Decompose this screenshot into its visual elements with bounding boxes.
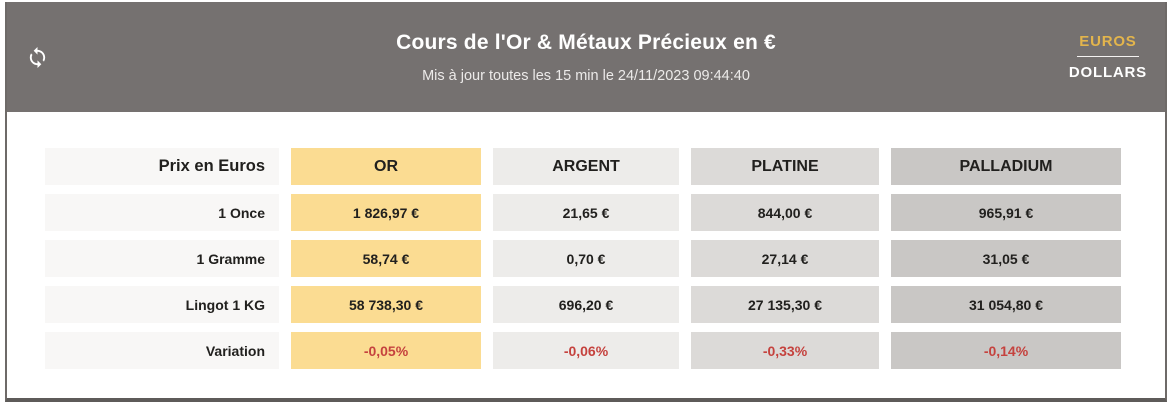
row-label: 1 Once xyxy=(45,194,279,231)
price-palladium-gramme: 31,05 € xyxy=(891,240,1121,277)
variation-argent: -0,06% xyxy=(493,332,679,369)
price-table: Prix en Euros OR ARGENT PLATINE PALLADIU… xyxy=(7,112,1165,369)
row-label: 1 Gramme xyxy=(45,240,279,277)
price-platine-gramme: 27,14 € xyxy=(691,240,879,277)
price-argent-gramme: 0,70 € xyxy=(493,240,679,277)
row-label: Variation xyxy=(45,332,279,369)
refresh-icon xyxy=(26,46,49,69)
column-header-platine: PLATINE xyxy=(691,148,879,185)
price-or-lingot: 58 738,30 € xyxy=(291,286,481,323)
currency-euros-button[interactable]: EUROS xyxy=(1079,33,1137,50)
currency-dollars-button[interactable]: DOLLARS xyxy=(1068,64,1147,81)
refresh-button[interactable] xyxy=(21,41,53,73)
price-or-gramme: 58,74 € xyxy=(291,240,481,277)
column-header-or: OR xyxy=(291,148,481,185)
price-argent-lingot: 696,20 € xyxy=(493,286,679,323)
price-platine-lingot: 27 135,30 € xyxy=(691,286,879,323)
variation-palladium: -0,14% xyxy=(891,332,1121,369)
table-row-lingot: Lingot 1 KG 58 738,30 € 696,20 € 27 135,… xyxy=(45,286,1127,323)
header-text-block: Cours de l'Or & Métaux Précieux en € Mis… xyxy=(7,2,1165,112)
row-label: Lingot 1 KG xyxy=(45,286,279,323)
last-updated-text: Mis à jour toutes les 15 min le 24/11/20… xyxy=(422,67,750,84)
row-label-header: Prix en Euros xyxy=(45,148,279,185)
variation-platine: -0,33% xyxy=(691,332,879,369)
table-header-row: Prix en Euros OR ARGENT PLATINE PALLADIU… xyxy=(45,148,1127,185)
table-row-gramme: 1 Gramme 58,74 € 0,70 € 27,14 € 31,05 € xyxy=(45,240,1127,277)
page-title: Cours de l'Or & Métaux Précieux en € xyxy=(396,30,776,54)
price-argent-once: 21,65 € xyxy=(493,194,679,231)
table-row-once: 1 Once 1 826,97 € 21,65 € 844,00 € 965,9… xyxy=(45,194,1127,231)
price-palladium-lingot: 31 054,80 € xyxy=(891,286,1121,323)
widget-card: Cours de l'Or & Métaux Précieux en € Mis… xyxy=(5,2,1167,402)
column-header-argent: ARGENT xyxy=(493,148,679,185)
price-palladium-once: 965,91 € xyxy=(891,194,1121,231)
price-platine-once: 844,00 € xyxy=(691,194,879,231)
price-or-once: 1 826,97 € xyxy=(291,194,481,231)
column-header-palladium: PALLADIUM xyxy=(891,148,1121,185)
currency-toggle-divider xyxy=(1076,56,1139,57)
table-row-variation: Variation -0,05% -0,06% -0,33% -0,14% xyxy=(45,332,1127,369)
variation-or: -0,05% xyxy=(291,332,481,369)
widget-header: Cours de l'Or & Métaux Précieux en € Mis… xyxy=(7,2,1165,112)
currency-toggle: EUROS DOLLARS xyxy=(1065,33,1151,81)
